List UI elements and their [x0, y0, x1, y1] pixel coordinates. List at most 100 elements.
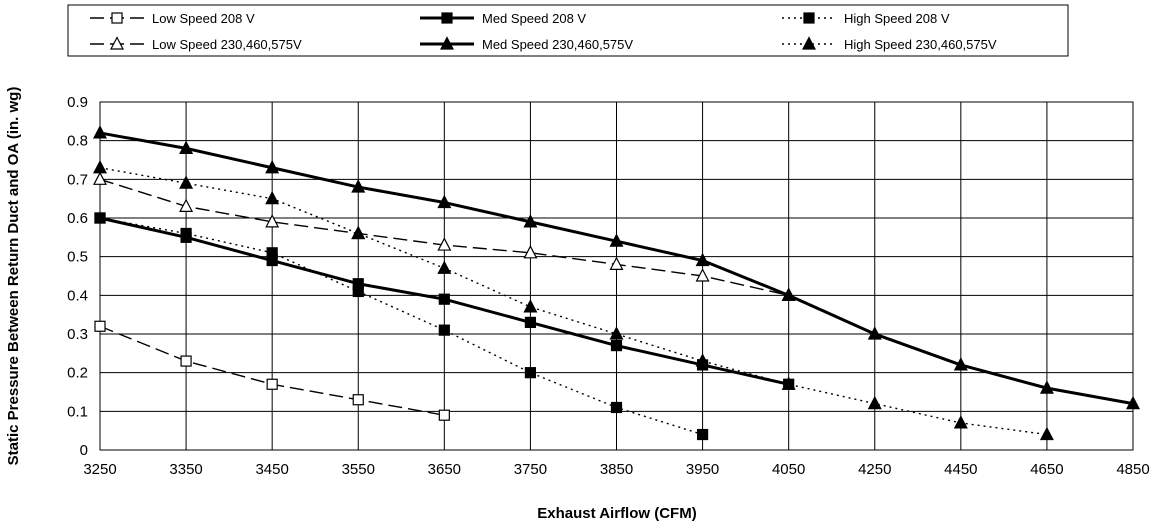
y-tick-label: 0.7 [67, 171, 88, 188]
data-point [523, 299, 538, 313]
data-point [265, 190, 280, 205]
data-point [953, 357, 968, 371]
legend-item: Low Speed 230,460,575V [90, 36, 302, 52]
data-point [867, 326, 882, 340]
legend-label: Low Speed 230,460,575V [152, 37, 302, 52]
legend-item: Med Speed 230,460,575V [420, 36, 633, 52]
data-point [953, 415, 968, 429]
series-line [99, 217, 703, 436]
data-point [179, 175, 194, 189]
legend-marker [803, 12, 815, 24]
legend-box [67, 4, 1069, 57]
y-tick-label: 0.8 [67, 133, 88, 150]
x-tick-label: 4250 [858, 461, 891, 478]
legend-label: High Speed 208 V [844, 11, 950, 26]
data-point [437, 194, 452, 209]
data-point [438, 293, 450, 305]
legend-item: High Speed 208 V [782, 11, 950, 26]
data-point [609, 233, 624, 247]
series-3 [94, 212, 709, 441]
legend-item: High Speed 230,460,575V [782, 36, 997, 52]
data-point [266, 247, 278, 259]
x-tick-label: 3450 [255, 461, 288, 478]
x-tick-label: 4850 [1116, 461, 1149, 478]
data-point [524, 316, 537, 328]
data-point [93, 125, 107, 139]
x-tick-label: 3550 [342, 461, 375, 478]
data-point [1126, 395, 1140, 410]
legend-item: Low Speed 208 V [90, 11, 255, 26]
legend-marker [110, 36, 124, 50]
data-point [523, 214, 538, 228]
data-point [179, 198, 194, 212]
x-tick-label: 4650 [1030, 461, 1063, 478]
x-tick-label: 3250 [83, 461, 116, 478]
x-tick-label: 3650 [428, 461, 461, 478]
data-point [610, 401, 623, 414]
data-point [266, 378, 278, 390]
plot-area [99, 101, 1134, 451]
y-axis-ticks: 0 0.1 0.2 0.3 0.4 0.5 0.6 0.7 0.8 0.9 [67, 94, 88, 459]
series-5 [93, 125, 1140, 410]
y-tick-label: 0.5 [67, 249, 88, 266]
data-point [695, 353, 710, 367]
data-point [1039, 380, 1054, 394]
data-point [265, 159, 280, 174]
data-point [437, 260, 452, 274]
data-point [1039, 426, 1054, 441]
data-point [180, 355, 192, 367]
x-tick-label: 3350 [169, 461, 202, 478]
x-tick-label: 4450 [944, 461, 977, 478]
grid [99, 101, 1134, 451]
data-point [867, 395, 882, 410]
y-tick-label: 0.4 [67, 287, 88, 304]
x-tick-label: 4050 [772, 461, 805, 478]
data-point [695, 268, 710, 282]
data-point [94, 212, 106, 224]
legend-item: Med Speed 208 V [420, 11, 586, 26]
data-point [609, 326, 624, 340]
legend-marker [802, 36, 816, 50]
legend-label: High Speed 230,460,575V [844, 37, 997, 52]
data-point [781, 376, 796, 390]
data-point [696, 428, 709, 441]
y-tick-label: 0.1 [67, 403, 88, 420]
data-point [438, 324, 450, 336]
legend-label: Med Speed 208 V [482, 11, 586, 26]
data-point [352, 394, 364, 406]
legend-marker [111, 12, 123, 24]
legend-marker [440, 36, 454, 50]
data-point [609, 256, 624, 270]
data-point [93, 171, 107, 185]
data-point [781, 287, 796, 301]
data-point [351, 225, 366, 240]
y-tick-label: 0.6 [67, 210, 88, 227]
x-tick-label: 3950 [686, 461, 719, 478]
data-point [523, 245, 538, 259]
x-axis-title: Exhaust Airflow (CFM) [537, 505, 696, 522]
data-point [94, 320, 106, 332]
series-1 [94, 320, 450, 421]
x-tick-label: 3750 [514, 461, 547, 478]
data-point [352, 285, 364, 298]
data-point [265, 214, 280, 228]
data-point [695, 252, 710, 267]
y-tick-label: 0.3 [67, 326, 88, 343]
series-line [99, 167, 1048, 436]
y-tick-label: 0.2 [67, 365, 88, 382]
data-point [351, 179, 366, 193]
data-point [610, 340, 623, 352]
data-point [524, 367, 537, 379]
series-layer [93, 125, 1140, 441]
data-point [180, 227, 192, 240]
x-tick-label: 3850 [600, 461, 633, 478]
data-point [179, 140, 194, 154]
legend-label: Med Speed 230,460,575V [482, 37, 633, 52]
series-6 [93, 159, 1054, 441]
y-axis-title: Static Pressure Between Return Duct and … [5, 87, 22, 466]
data-point [437, 237, 452, 251]
data-point [438, 409, 450, 421]
y-tick-label: 0.9 [67, 94, 88, 111]
legend-label: Low Speed 208 V [152, 11, 255, 26]
